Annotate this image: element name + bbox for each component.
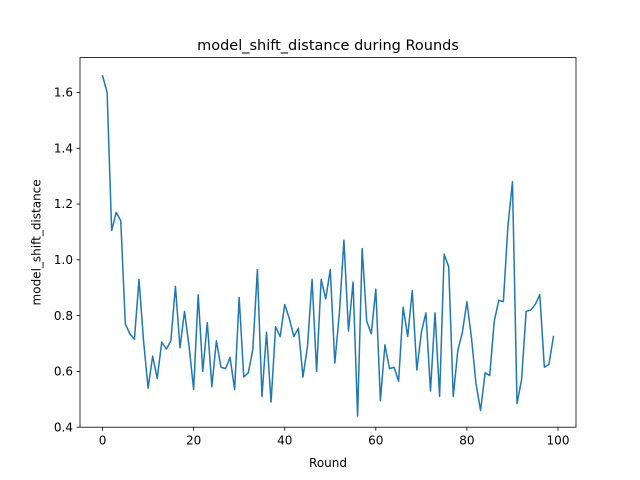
x-axis-label: Round — [309, 456, 347, 470]
series-layer — [101, 74, 555, 417]
y-tick-label: 1.6 — [54, 86, 73, 100]
x-tick-label: 100 — [547, 434, 570, 448]
y-tick-label: 0.6 — [54, 365, 73, 379]
y-tick-label: 1.2 — [54, 197, 73, 211]
y-tick-label: 1.4 — [54, 141, 73, 155]
y-axis-ticks: 0.4 0.6 0.8 1.0 1.2 1.4 1.6 — [54, 86, 80, 434]
y-tick-label: 0.4 — [54, 420, 73, 434]
x-tick-label: 20 — [186, 434, 201, 448]
x-tick-label: 40 — [277, 434, 292, 448]
chart-title: model_shift_distance during Rounds — [197, 38, 459, 54]
y-tick-label: 1.0 — [54, 253, 73, 267]
x-tick-label: 60 — [368, 434, 383, 448]
plot-area — [80, 57, 576, 428]
y-axis-label: model_shift_distance — [30, 179, 44, 305]
y-tick-label: 0.8 — [54, 309, 73, 323]
x-tick-label: 0 — [99, 434, 107, 448]
x-tick-label: 80 — [459, 434, 474, 448]
series-line-0 — [101, 74, 555, 417]
plot-frame — [79, 57, 577, 428]
x-axis-ticks: 0 20 40 60 80 100 — [99, 427, 570, 448]
